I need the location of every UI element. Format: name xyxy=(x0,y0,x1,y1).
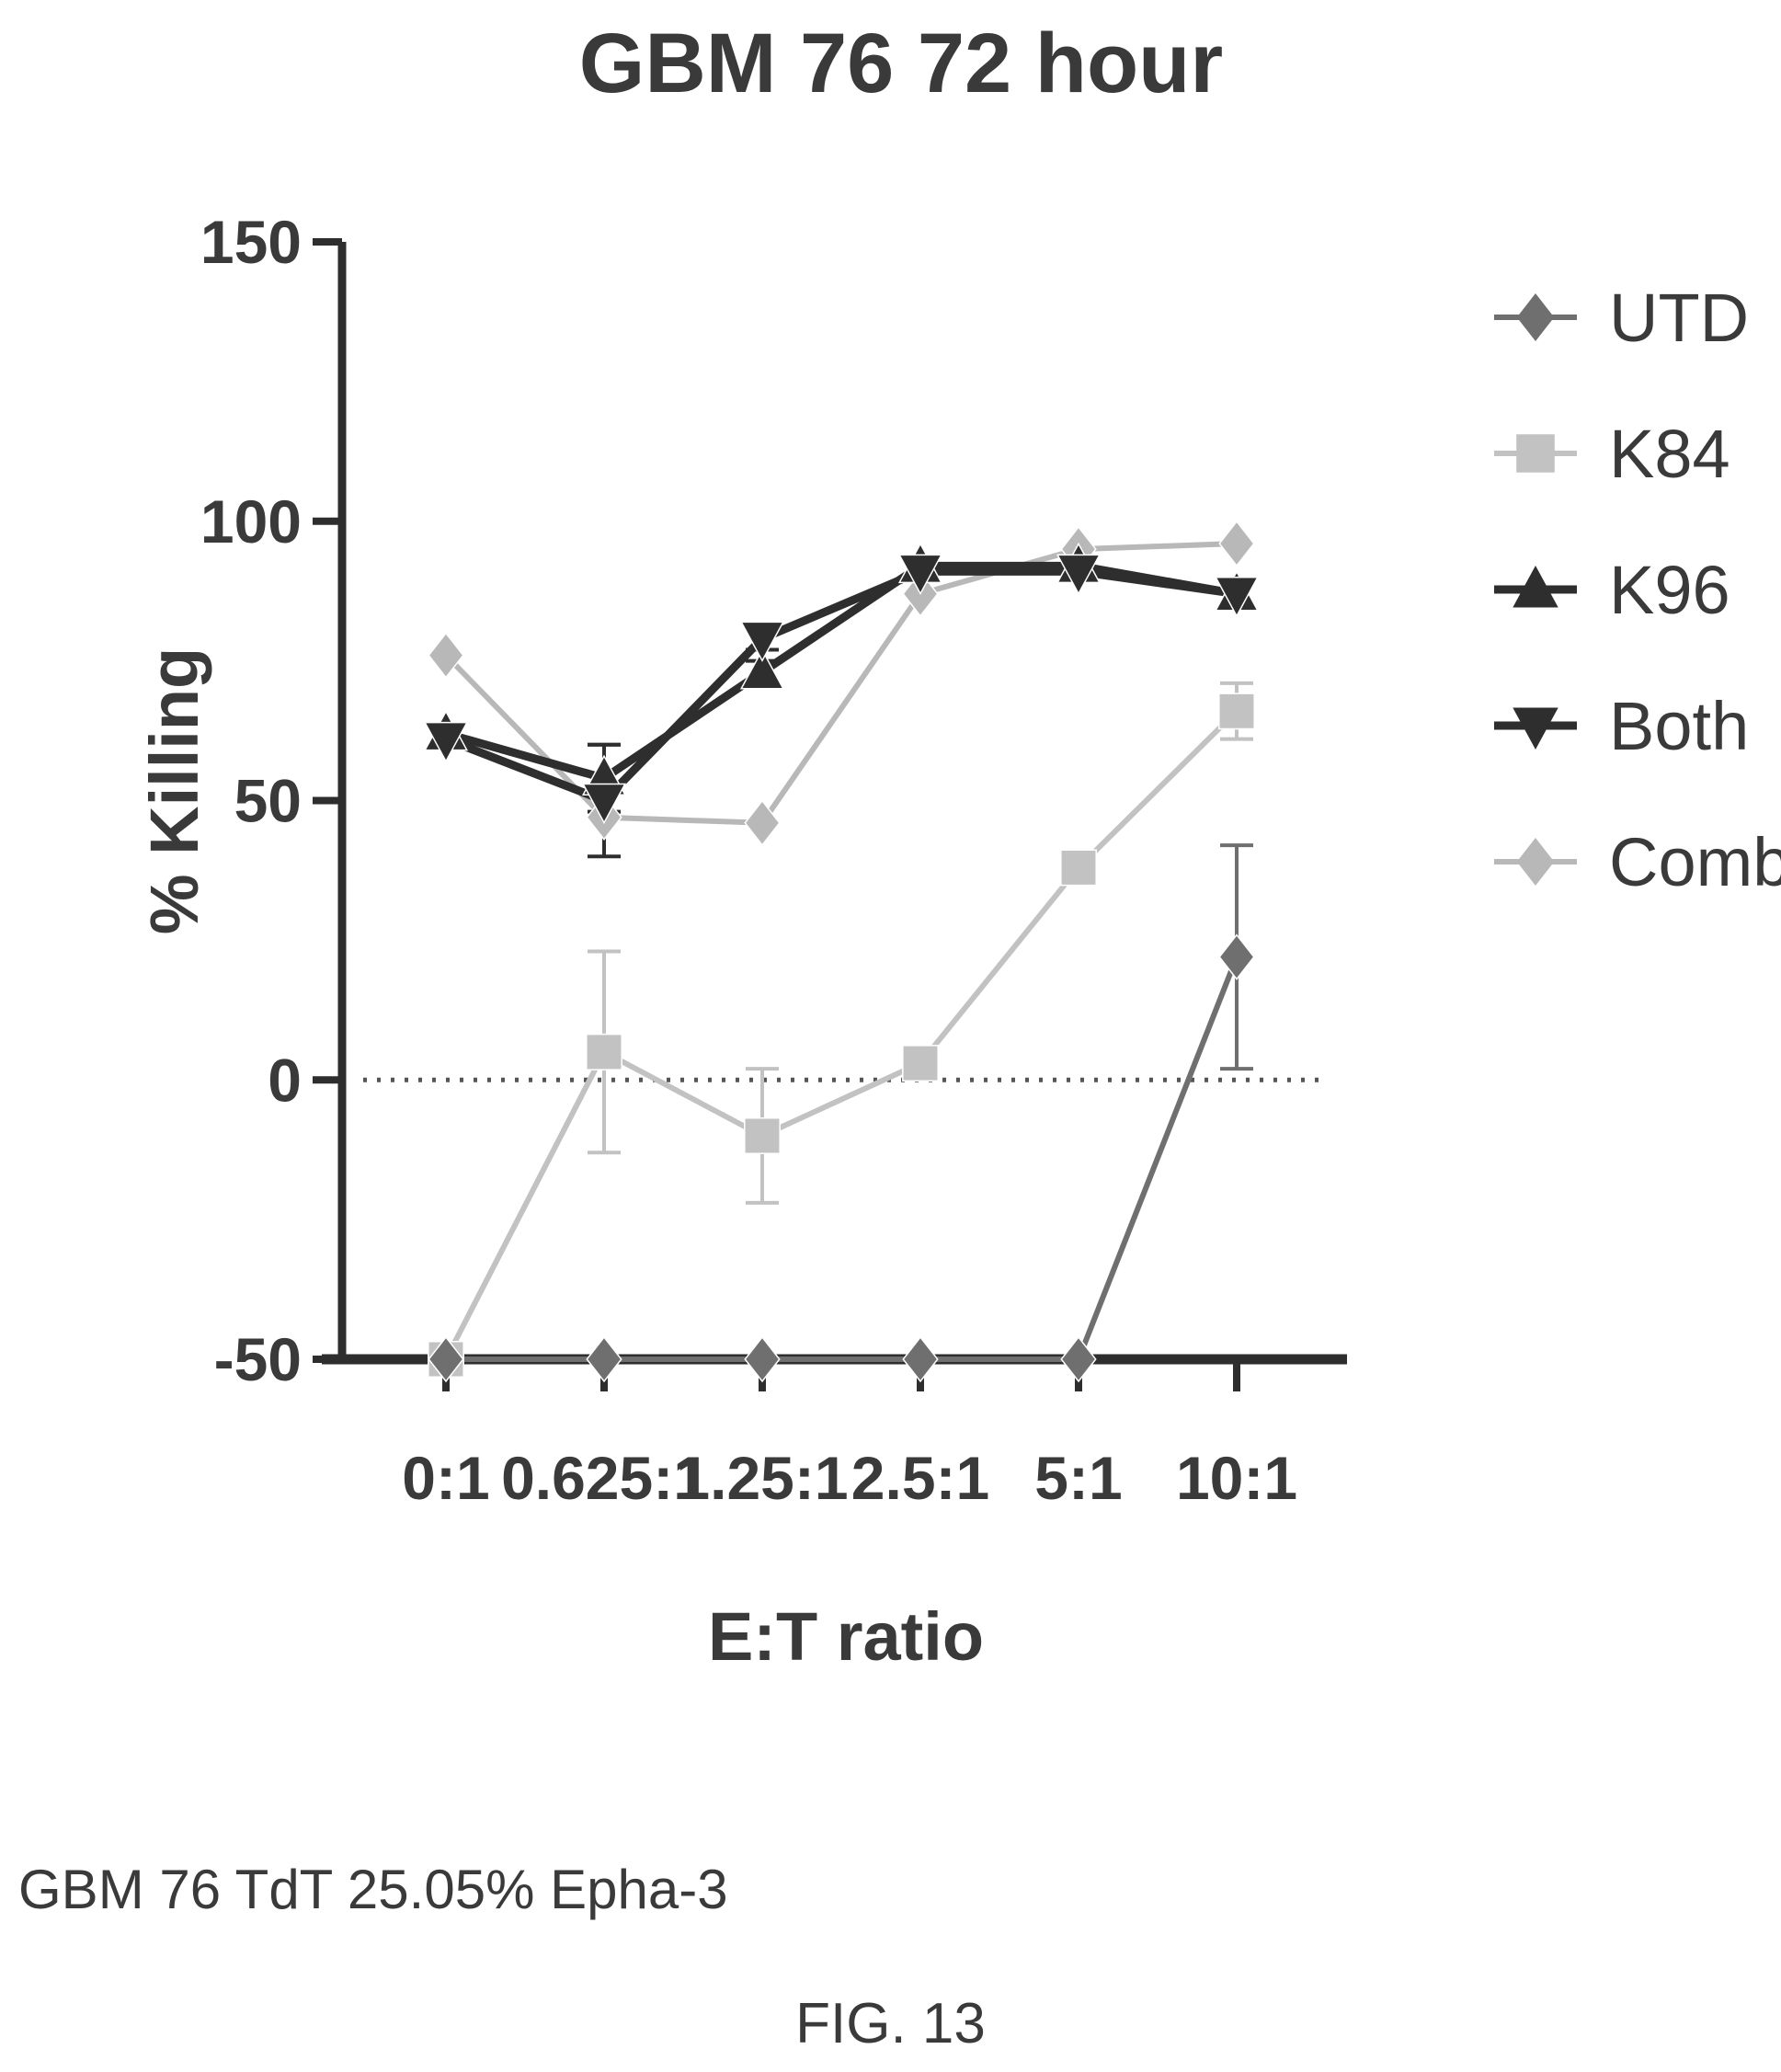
data-point-both xyxy=(581,783,627,825)
error-bars xyxy=(588,580,1253,1205)
legend-label-combi: Combi xyxy=(1609,824,1781,900)
legend-label-utd: UTD xyxy=(1609,280,1749,356)
figure-caption-note: GBM 76 TdT 25.05% Epha-3 xyxy=(18,1859,728,1920)
y-axis-label: % Killing xyxy=(136,647,212,934)
data-point-k84 xyxy=(744,1117,781,1154)
figure-label: FIG. 13 xyxy=(795,1992,986,2055)
data-point-combi xyxy=(1218,520,1255,567)
data-point-both xyxy=(739,621,785,662)
legend-label-both: Both xyxy=(1609,688,1749,764)
legend-marker-utd xyxy=(1516,293,1555,341)
x-tick-label: 1.25:1 xyxy=(676,1444,848,1512)
data-point-k84 xyxy=(586,1033,622,1070)
legend-label-k96: K96 xyxy=(1609,552,1730,628)
data-point-utd xyxy=(1218,933,1255,980)
data-point-utd xyxy=(428,1335,464,1383)
x-tick-label: 5:1 xyxy=(1034,1444,1122,1512)
legend-marker-k96 xyxy=(1513,566,1558,608)
y-tick-label: 0 xyxy=(268,1046,302,1114)
data-point-combi xyxy=(428,632,464,679)
x-axis-label: E:T ratio xyxy=(708,1598,984,1675)
y-tick-label: -50 xyxy=(214,1325,302,1393)
legend-marker-k84 xyxy=(1516,434,1555,473)
y-tick-label: 50 xyxy=(234,767,302,835)
data-point-utd xyxy=(902,1335,939,1383)
legend-marker-combi xyxy=(1516,838,1555,886)
series-line-utd xyxy=(446,956,1239,1362)
data-point-both xyxy=(1214,576,1260,618)
x-ticks: 0:1 0.625:11.25:1 2.5:1 5:1 10:1 xyxy=(402,1359,1297,1512)
data-point-both xyxy=(423,721,469,763)
data-point-both xyxy=(1056,554,1102,595)
data-point-k96 xyxy=(739,648,785,690)
data-point-both xyxy=(897,554,943,595)
data-point-utd xyxy=(1060,1335,1097,1383)
x-tick-label: 10:1 xyxy=(1176,1444,1297,1512)
x-tick-label: 0.625:1 xyxy=(501,1444,707,1512)
x-tick-label: 0:1 xyxy=(402,1444,489,1512)
data-point-utd xyxy=(586,1335,622,1383)
data-point-utd xyxy=(744,1335,781,1383)
series-markers xyxy=(423,520,1260,1383)
legend: UTD K84 K96 Both Combi xyxy=(1494,280,1781,900)
x-tick-label: 2.5:1 xyxy=(851,1444,989,1512)
y-ticks: -50 0 50 100 150 xyxy=(200,208,342,1393)
y-tick-label: 100 xyxy=(200,487,302,555)
data-point-k84 xyxy=(1218,693,1255,730)
legend-marker-both xyxy=(1513,707,1558,750)
series-line-k96 xyxy=(444,561,1238,783)
data-point-combi xyxy=(744,799,781,847)
legend-label-k84: K84 xyxy=(1609,416,1730,492)
series-line-k84 xyxy=(443,709,1239,1361)
data-point-k84 xyxy=(902,1045,939,1082)
data-point-k84 xyxy=(1060,849,1097,887)
chart-title: GBM 76 72 hour xyxy=(579,17,1223,110)
series-lines xyxy=(443,541,1239,1362)
series-line-both xyxy=(444,567,1238,805)
y-tick-label: 150 xyxy=(200,208,302,276)
